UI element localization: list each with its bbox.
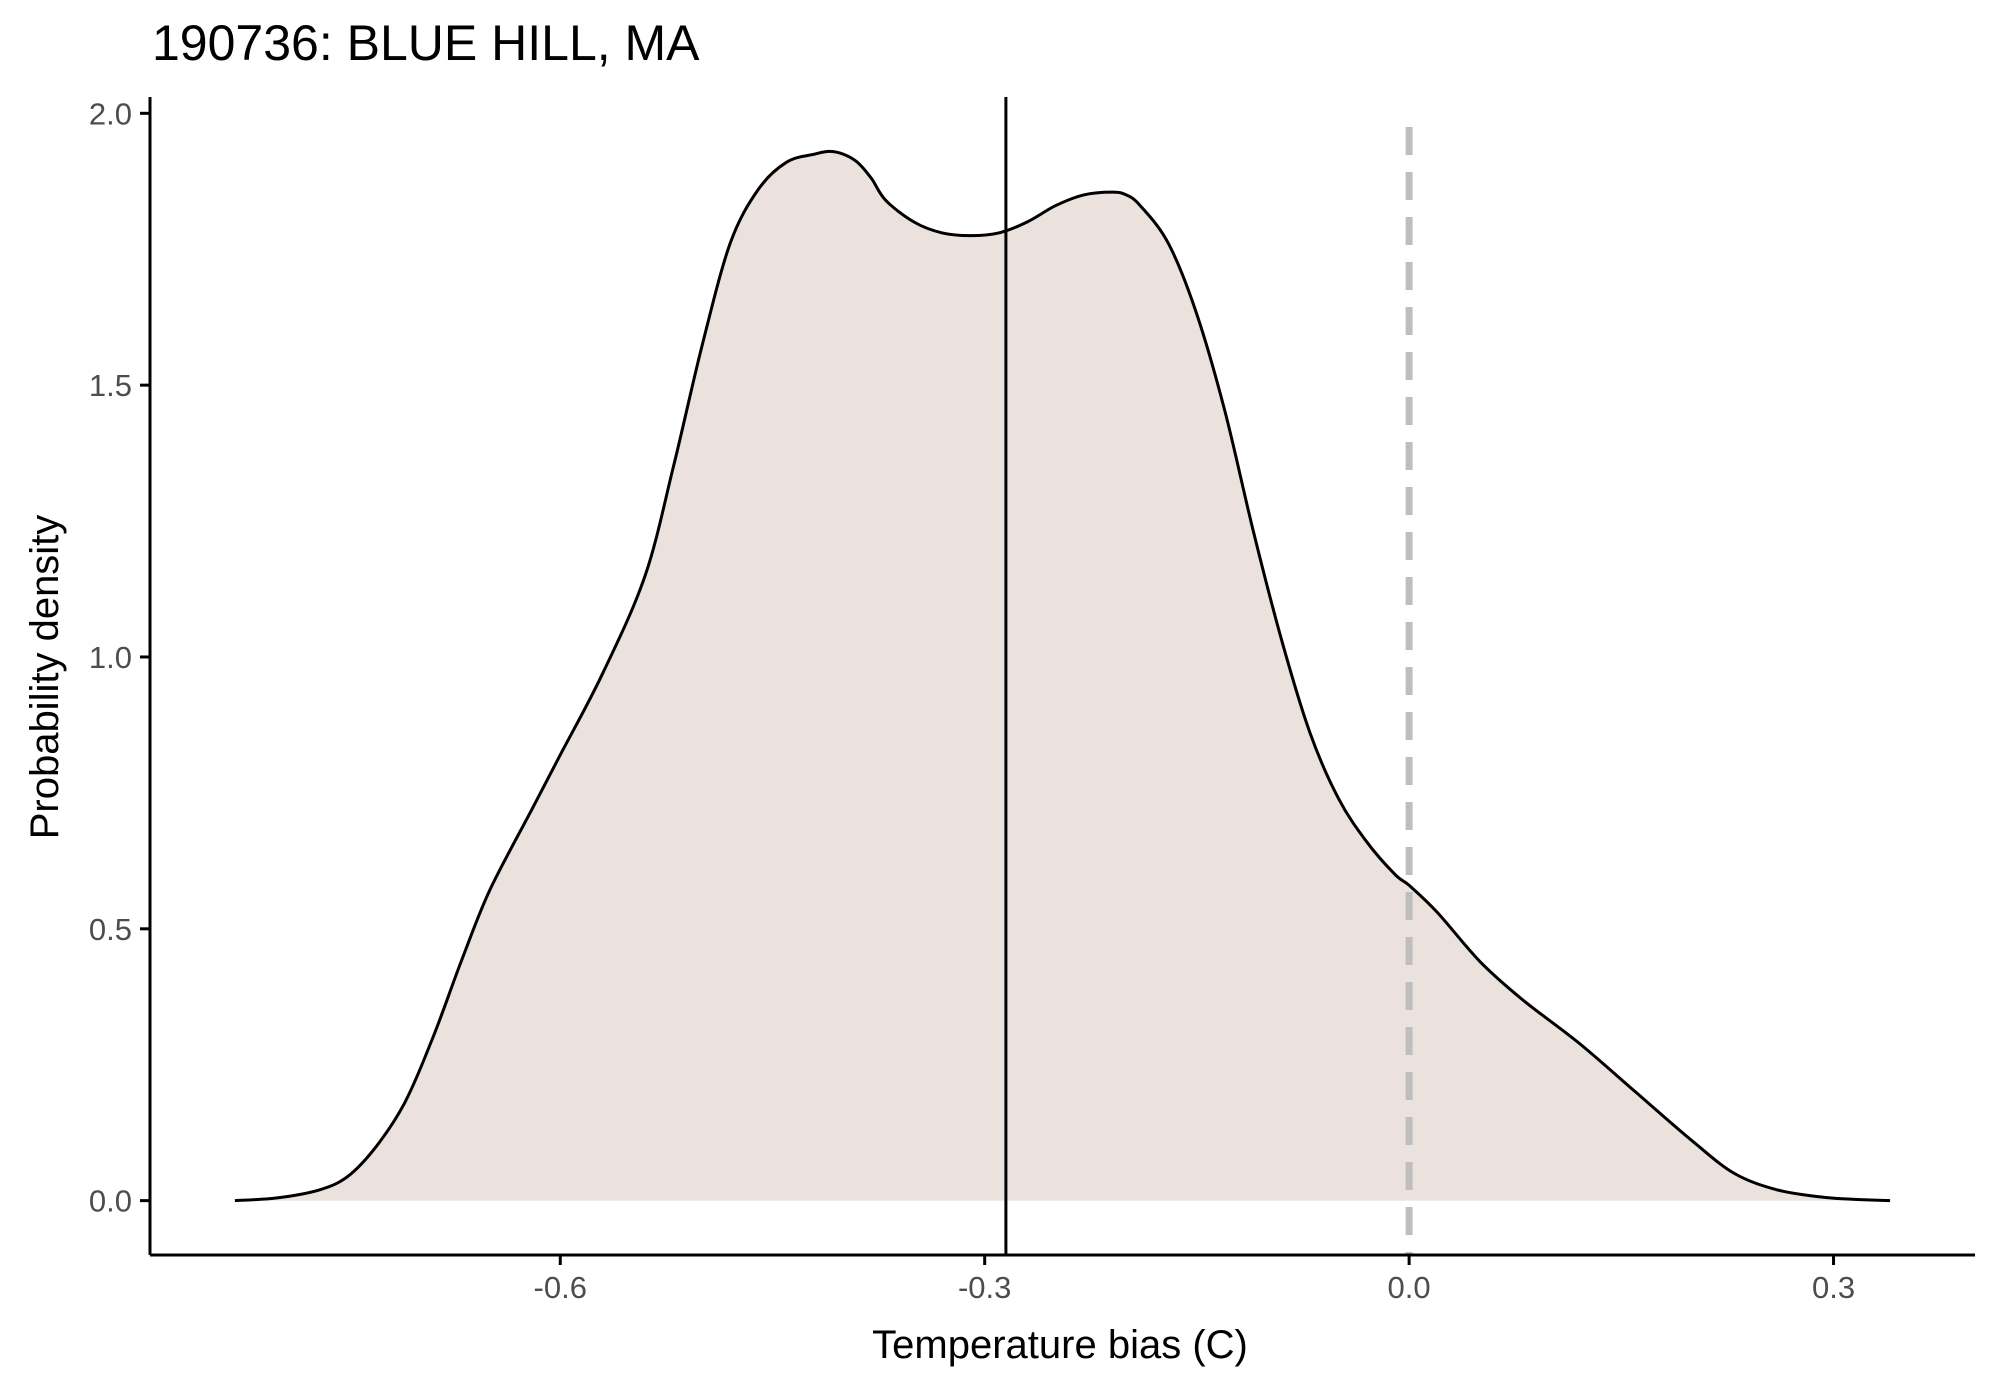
x-tick-label: 0.3 [1812,1270,1855,1305]
density-curve [234,149,1891,1203]
y-tick-label: 1.0 [89,640,132,675]
x-tick-label: -0.6 [534,1270,587,1305]
y-tick-label: 2.0 [89,96,132,131]
y-tick-label: 0.5 [89,912,132,947]
y-tick-label: 0.0 [89,1184,132,1219]
x-axis-title: Temperature bias (C) [872,1323,1248,1367]
y-tick-label: 1.5 [89,368,132,403]
y-axis-title: Probability density [23,515,67,840]
x-tick-label: 0.0 [1388,1270,1431,1305]
density-fill-area [234,151,1891,1201]
chart-title: 190736: BLUE HILL, MA [152,15,700,71]
y-axis-ticks: 0.0 0.5 1.0 1.5 2.0 [89,96,150,1219]
x-axis-ticks: -0.6 -0.3 0.0 0.3 [534,1255,1855,1305]
x-tick-label: -0.3 [958,1270,1011,1305]
